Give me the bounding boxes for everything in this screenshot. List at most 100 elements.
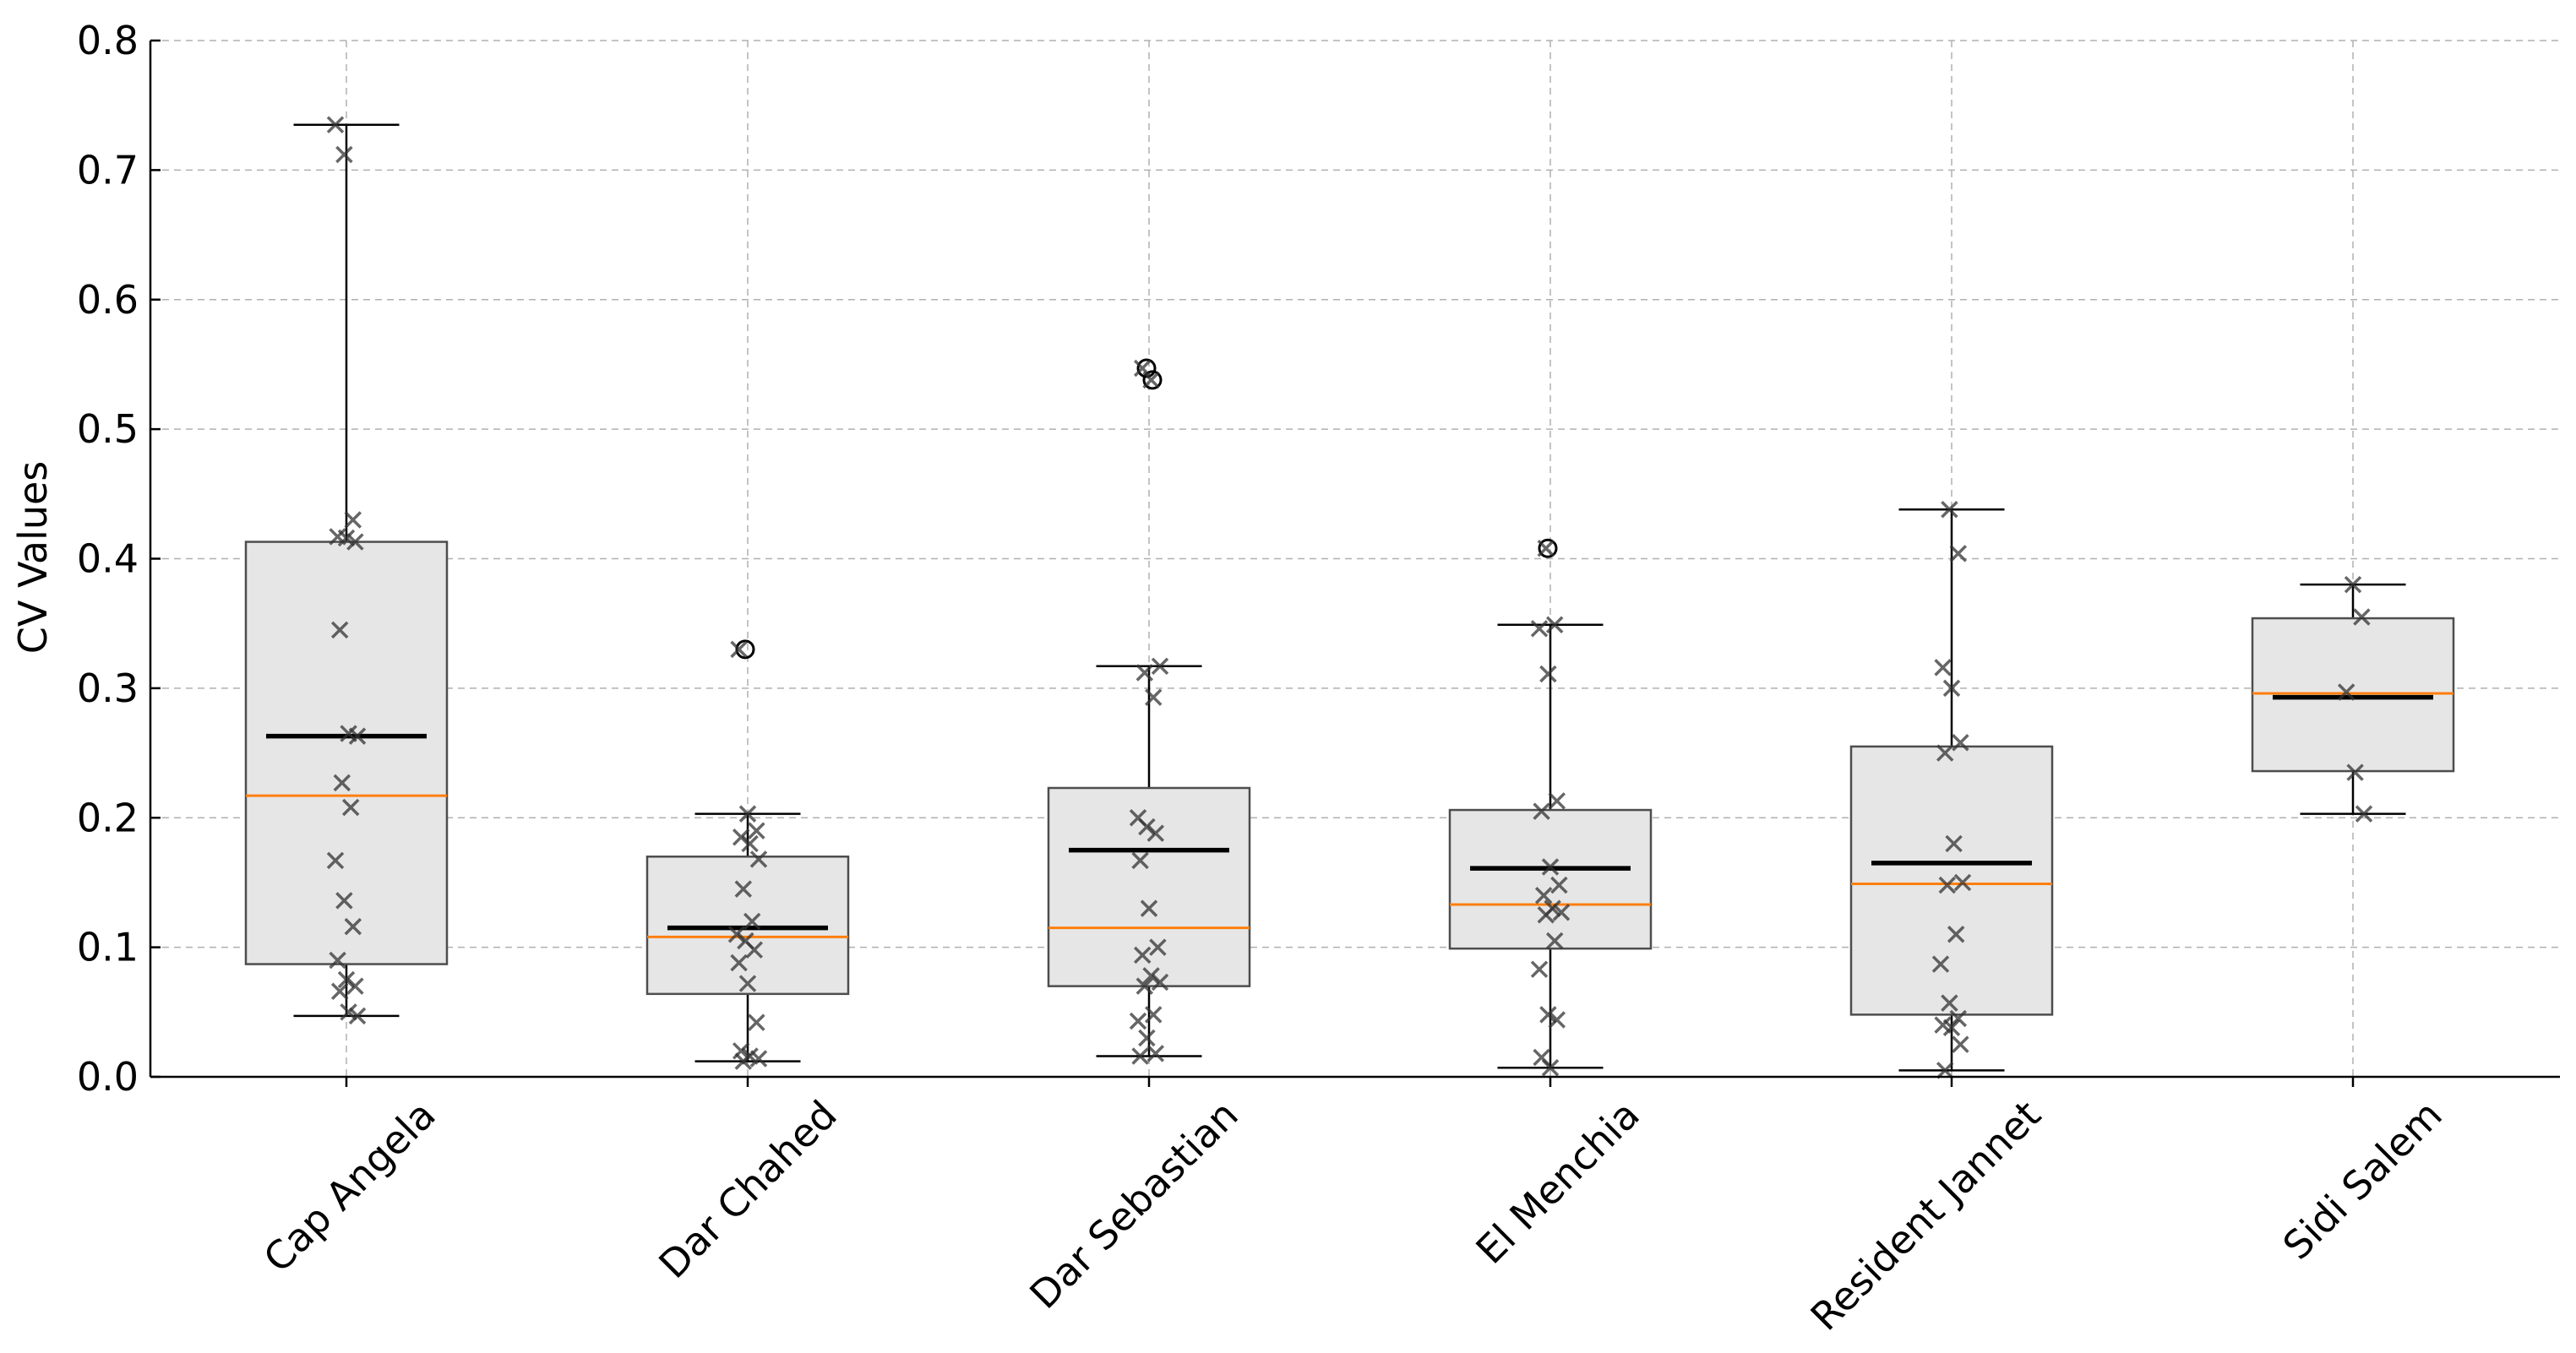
grid-layer <box>150 40 2560 1078</box>
data-point <box>745 941 764 959</box>
outlier-marker <box>1538 538 1558 558</box>
data-point <box>1949 545 1968 562</box>
data-point <box>1133 359 1152 378</box>
data-point <box>1934 659 1952 676</box>
data-point <box>335 145 353 164</box>
data-point <box>1537 906 1555 924</box>
data-point <box>738 805 757 823</box>
x-tick-label: Dar Sebastian <box>1021 1092 1246 1318</box>
data-point <box>1953 873 1972 892</box>
data-point <box>1534 887 1553 905</box>
box-group <box>1849 500 2054 1079</box>
data-point <box>1151 973 1169 992</box>
data-point <box>1131 1047 1149 1065</box>
data-point <box>1149 938 1167 956</box>
data-point <box>1146 824 1165 842</box>
data-point <box>1941 994 1958 1012</box>
box-group <box>2251 575 2455 823</box>
data-point <box>1530 620 1549 638</box>
y-tick-label: 0.4 <box>77 536 139 582</box>
data-point <box>1133 946 1152 964</box>
box-group <box>645 639 850 1070</box>
x-tick-label: Sidi Salem <box>2274 1092 2451 1269</box>
data-point <box>1952 1035 1969 1053</box>
data-point <box>1140 899 1158 917</box>
data-point <box>1552 903 1571 921</box>
data-point <box>329 951 346 970</box>
data-point <box>1945 834 1963 853</box>
data-point <box>340 1003 357 1021</box>
data-point <box>1129 1012 1147 1030</box>
iqr-box <box>2251 617 2455 773</box>
data-point <box>2346 763 2364 781</box>
data-point <box>344 917 362 936</box>
data-point <box>738 975 757 992</box>
data-point <box>1938 876 1957 894</box>
data-point <box>1136 664 1154 682</box>
data-point <box>2337 683 2355 701</box>
data-point <box>730 954 748 972</box>
data-point <box>730 640 748 659</box>
data-point <box>1936 744 1954 762</box>
y-tick-label: 0.0 <box>77 1054 139 1100</box>
y-tick-label: 0.3 <box>77 666 139 711</box>
iqr-box <box>1047 786 1251 987</box>
data-point <box>741 834 759 853</box>
data-point <box>748 822 765 840</box>
data-point <box>341 798 360 817</box>
data-point <box>749 1050 768 1068</box>
data-point <box>330 621 349 639</box>
data-point <box>2344 575 2362 594</box>
iqr-box <box>1448 808 1653 950</box>
data-point <box>1541 1059 1560 1077</box>
data-point <box>1952 734 1969 752</box>
outlier-marker <box>1142 370 1163 390</box>
data-point <box>348 727 367 745</box>
data-point <box>1931 955 1950 973</box>
data-point <box>1942 1019 1961 1036</box>
box-group <box>1047 358 1251 1065</box>
data-point <box>330 982 349 1001</box>
outlier-marker <box>735 639 755 660</box>
data-point <box>1548 792 1566 810</box>
y-tick-label: 0.8 <box>77 18 139 63</box>
data-point <box>1136 977 1154 995</box>
data-point <box>1146 1045 1165 1062</box>
data-point <box>749 850 768 868</box>
data-point <box>1942 679 1961 698</box>
x-tick-label: El Menchia <box>1468 1092 1648 1273</box>
data-point <box>1545 932 1564 950</box>
data-point <box>346 977 364 995</box>
data-point <box>348 1007 367 1025</box>
data-point <box>1533 802 1550 820</box>
data-point <box>1548 1011 1566 1029</box>
data-point <box>727 926 746 943</box>
box-layer <box>244 116 2455 1079</box>
y-axis-title: CV Values <box>10 461 56 655</box>
data-point <box>732 829 750 846</box>
data-point <box>1537 539 1555 557</box>
y-tick-label: 0.5 <box>77 406 139 452</box>
data-point <box>344 511 362 529</box>
data-point <box>1144 1006 1163 1024</box>
data-point <box>1949 1009 1968 1028</box>
data-point <box>1936 1062 1954 1079</box>
data-point <box>743 912 761 931</box>
data-point <box>2353 608 2371 626</box>
data-point <box>2355 805 2373 823</box>
iqr-box <box>244 541 449 965</box>
data-point <box>1947 926 1965 943</box>
y-tick-label: 0.7 <box>77 147 139 193</box>
data-point <box>1142 371 1160 389</box>
data-point <box>734 880 753 898</box>
data-point <box>1941 500 1958 519</box>
data-point <box>1530 960 1549 978</box>
y-tick-label: 0.6 <box>77 277 139 323</box>
data-point <box>734 1052 753 1070</box>
x-tick-label: Cap Angela <box>254 1092 444 1281</box>
box-group <box>244 116 449 1025</box>
data-point <box>1144 688 1163 706</box>
data-point <box>326 851 345 870</box>
data-point <box>1138 818 1156 836</box>
